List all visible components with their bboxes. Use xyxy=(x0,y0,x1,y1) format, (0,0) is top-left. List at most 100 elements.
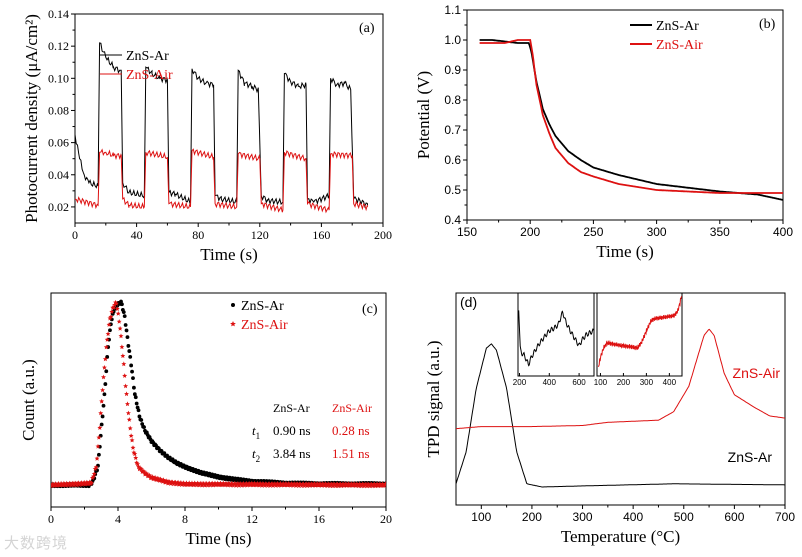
data-point xyxy=(323,481,328,486)
data-point xyxy=(101,403,106,408)
data-point xyxy=(257,480,263,486)
data-point xyxy=(118,333,124,339)
data-point xyxy=(122,314,127,319)
legend-label: ZnS-Air xyxy=(656,38,703,53)
data-point xyxy=(127,349,132,353)
series-zns-air-line xyxy=(479,39,783,194)
y-tick-label: 1.0 xyxy=(444,33,461,47)
data-point xyxy=(377,481,383,486)
data-point xyxy=(156,477,162,483)
data-point xyxy=(126,417,132,422)
x-tick-label: 8 xyxy=(182,512,188,526)
data-point xyxy=(122,373,128,378)
x-tick-label: 16 xyxy=(313,512,325,526)
data-point xyxy=(121,310,126,315)
data-point xyxy=(249,480,255,486)
data-point xyxy=(129,363,134,368)
x-tick-label: 300 xyxy=(647,225,667,239)
data-point xyxy=(129,437,135,443)
data-point xyxy=(218,480,223,486)
data-point xyxy=(109,309,115,314)
x-tick-label: 400 xyxy=(773,225,793,239)
x-tick-label: 350 xyxy=(710,225,730,239)
data-point xyxy=(130,369,134,374)
inset-x-tick-label: 400 xyxy=(543,378,557,387)
data-point xyxy=(119,344,125,350)
data-point xyxy=(121,361,127,367)
y-tick-label: 0.04 xyxy=(48,168,69,182)
data-point xyxy=(226,480,232,486)
inset-x-tick-label: 200 xyxy=(617,378,631,387)
data-point xyxy=(260,480,266,486)
data-point xyxy=(309,481,315,486)
data-point xyxy=(120,353,126,358)
data-point xyxy=(142,425,146,429)
legend-label: ZnS-Ar xyxy=(126,49,169,64)
data-point xyxy=(186,480,192,486)
x-axis-label: Time (s) xyxy=(596,242,653,261)
data-point xyxy=(102,392,107,397)
data-point xyxy=(178,480,184,485)
data-point xyxy=(112,302,117,308)
data-point xyxy=(104,337,110,342)
data-point xyxy=(184,480,189,486)
x-tick-label: 300 xyxy=(573,510,593,524)
data-point xyxy=(160,477,166,482)
lifetime-ar: 0.90 ns xyxy=(273,423,311,438)
data-point xyxy=(124,328,129,333)
panel-label: (d) xyxy=(460,294,477,310)
x-tick-label: 400 xyxy=(623,510,643,524)
x-tick-label: 4 xyxy=(115,512,121,526)
data-point xyxy=(63,482,69,488)
data-point xyxy=(106,322,112,327)
data-point xyxy=(195,480,200,486)
panel-label: (c) xyxy=(362,302,378,317)
y-tick-label: 0.02 xyxy=(48,200,69,214)
data-point xyxy=(228,482,234,488)
data-point xyxy=(175,479,181,485)
inset-1: 200 400 600 xyxy=(513,292,595,387)
x-tick-label: 250 xyxy=(583,225,603,239)
x-tick-label: 100 xyxy=(471,510,491,524)
data-point xyxy=(261,481,267,487)
data-point xyxy=(91,471,97,476)
legend-label: ZnS-Ar xyxy=(241,299,284,314)
data-point xyxy=(382,483,386,488)
inset-x-tick-label: 100 xyxy=(594,378,608,387)
data-point xyxy=(133,455,139,460)
x-tick-label: 500 xyxy=(674,510,694,524)
x-tick-label: 0 xyxy=(72,228,78,242)
data-point xyxy=(114,306,120,311)
data-point xyxy=(100,414,105,419)
data-point xyxy=(288,482,293,488)
data-point xyxy=(357,481,363,486)
series-zns-air-line xyxy=(456,328,785,430)
inset-x-tick-label: 400 xyxy=(663,378,677,387)
data-point xyxy=(111,305,117,310)
inset-2: 100 200 300 400 xyxy=(594,292,683,387)
data-point xyxy=(62,482,68,487)
panel-d: 100 200 300 400 500 600 700 Temperature (°C) TPD… xyxy=(424,292,795,546)
data-point xyxy=(196,482,202,488)
y-axis-label: TPD signal (a.u.) xyxy=(424,340,443,457)
y-tick-label: 0.12 xyxy=(48,39,69,53)
lifetime-symbol: t2 xyxy=(252,446,260,464)
data-point xyxy=(293,483,299,488)
lifetime-header-air: ZnS-Air xyxy=(332,401,372,415)
data-point xyxy=(144,470,150,476)
data-point xyxy=(124,391,129,397)
data-point xyxy=(256,482,262,488)
data-point xyxy=(329,481,335,487)
data-point xyxy=(326,482,332,487)
inset-x-tick-label: 300 xyxy=(640,378,654,387)
data-point xyxy=(125,410,131,416)
data-point xyxy=(225,482,231,488)
inset-line xyxy=(597,296,683,368)
y-tick-label: 0.08 xyxy=(48,103,69,117)
series-zns-ar-line xyxy=(479,39,783,201)
data-point xyxy=(195,481,201,487)
data-point xyxy=(113,299,118,305)
inset-x-tick-label: 600 xyxy=(572,378,586,387)
data-point xyxy=(152,474,158,480)
